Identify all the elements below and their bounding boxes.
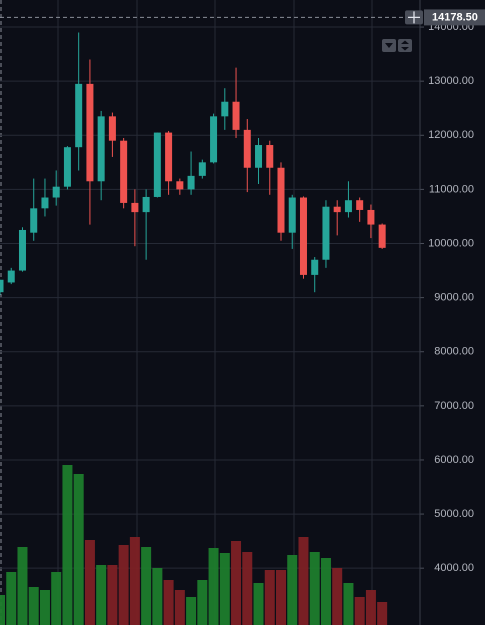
volume-bar [84,540,95,625]
candle-body [131,202,139,213]
volume-bar [152,568,163,625]
candle-body [367,209,375,225]
time-grid [0,0,373,625]
collapse-icon [385,43,393,48]
y-tick-label: 9000.00 [434,292,474,304]
volume-bar [17,547,28,625]
volume-bar [253,583,264,625]
volume-bar [320,558,331,625]
volume-bar [343,583,354,625]
volume-bar [39,590,50,625]
volume-bar [298,537,309,625]
y-tick-label: 11000.00 [429,183,474,195]
candle-body [232,101,240,130]
volume-bar [242,552,253,625]
candle-body [322,206,330,260]
volume-bar [332,568,343,625]
volume-bar [231,541,242,625]
volume-bar [107,565,118,625]
candle-body [243,129,251,168]
candle-body [378,224,386,248]
y-tick-label: 7000.00 [434,400,474,412]
volume-bar [186,597,197,625]
candle-body [142,196,150,213]
resize-button[interactable] [398,39,412,52]
candle-body [165,132,173,182]
candle-body [221,101,229,117]
candle-body [108,116,116,141]
candle-body [97,116,105,182]
candle-body [299,197,307,275]
candle-body [75,83,83,148]
candle-body [52,186,60,198]
candle-body [18,229,26,271]
candle-body [0,279,4,293]
y-tick-label: 10000.00 [428,237,474,249]
volume-bar [129,537,140,625]
y-tick-label: 13000.00 [428,75,474,87]
candle-body [41,197,49,209]
y-tick-label: 12000.00 [428,129,474,141]
volume-bar [264,570,275,625]
candle-body [30,208,38,233]
candle-body [176,181,184,190]
crosshair-label-box [424,9,485,26]
candle-body [333,206,341,213]
volume-bar [141,547,152,625]
volume-bar [197,580,208,625]
candle-body [266,145,274,168]
volume-bar [73,474,84,625]
volume-bar [276,570,286,625]
crosshair-label: 14178.50 [432,11,478,23]
volume-bar [377,602,388,625]
volume-bar [163,580,174,625]
y-tick-label: 8000.00 [434,346,474,358]
y-tick-label: 4000.00 [434,562,474,574]
candle-body [288,197,296,233]
candle-body [210,116,218,163]
volume-bar [6,572,17,625]
y-tick-label: 5000.00 [434,508,474,520]
candle-body [198,162,206,176]
candle-body [311,259,319,275]
y-tick-label: 6000.00 [434,454,474,466]
volume-bar [118,545,129,625]
volume-bar [365,590,376,625]
candle-body [120,140,128,203]
volume-bar [174,590,185,625]
volume-bar [62,465,73,625]
candle-body [356,200,364,210]
resize-icon [401,40,409,51]
crosshair-add-icon [408,11,420,24]
candle-body [187,175,195,190]
volume-bar [287,555,298,625]
candle-body [255,145,263,168]
volume-bar [309,552,320,625]
y-tick-label: 14000.00 [428,21,474,33]
volume-bar [51,572,62,625]
volume-bar [28,587,39,625]
candle-body [344,200,352,213]
candle-body [86,83,94,182]
volume-bar [0,595,5,625]
candle-body [153,132,161,197]
pane-controls[interactable] [382,39,412,52]
candle-body [277,167,285,233]
volume-bar [219,553,230,625]
candle-body [7,270,15,283]
volume-bar [96,565,107,625]
volume-bar [354,597,365,625]
volume-bar [208,548,219,625]
candle-body [63,147,71,187]
